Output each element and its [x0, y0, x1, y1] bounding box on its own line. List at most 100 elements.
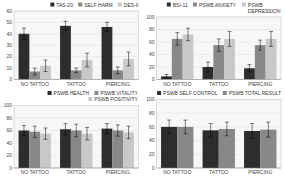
legend-label-line: DES-II: [124, 2, 139, 8]
error-bar: [116, 125, 120, 136]
error-bar: [44, 128, 48, 139]
legend-label-line: DEPRESSION: [248, 8, 281, 14]
bars: [161, 120, 276, 168]
y-tick-label: 60: [6, 8, 12, 14]
grid-line: [14, 11, 139, 12]
error-bar: [175, 33, 179, 46]
legend-label-line: PSWB TOTAL RESULT: [229, 90, 281, 96]
x-tick-label: TATTOO: [209, 169, 229, 175]
error-bar: [225, 122, 229, 136]
legend-swatch: [167, 3, 171, 7]
legend-swatch: [193, 3, 197, 7]
error-bar: [167, 120, 171, 134]
x-tick-label: TATTOO: [67, 81, 87, 87]
plot-area: [14, 106, 139, 169]
grid-line: [14, 45, 139, 46]
y-tick-label: 10: [6, 65, 12, 71]
error-bar: [269, 31, 273, 46]
legend-item: PSWB ANXIETY: [193, 2, 237, 8]
y-tick-label: 60: [149, 124, 155, 130]
bars: [19, 124, 134, 168]
x-tick-label: TATTOO: [209, 81, 229, 87]
bar: [183, 35, 194, 80]
x-tick-label: NO TATTOO: [163, 81, 191, 87]
legend-item: SELF HARM: [78, 2, 113, 8]
error-bar: [44, 60, 48, 71]
y-tick-label: 40: [6, 140, 12, 146]
error-bar: [74, 124, 78, 137]
y-tick-label: 60: [149, 39, 155, 45]
error-bar: [217, 39, 221, 52]
legend-label: PSWB SELF CONTROL: [163, 90, 218, 96]
y-tick-label: 0: [152, 165, 155, 171]
error-bar: [85, 127, 89, 140]
error-bar: [22, 28, 26, 39]
y-tick-label: 50: [6, 19, 12, 25]
y-tick-label: 20: [149, 64, 155, 70]
x-tick-label: NO TATTOO: [21, 81, 49, 87]
legend-label: TAS-20: [56, 2, 73, 8]
bar: [19, 34, 30, 80]
grid-line: [157, 113, 282, 114]
legend-swatch: [118, 3, 122, 7]
legend-item: PSWB HEALTH: [48, 90, 90, 96]
grid-line: [14, 33, 139, 34]
legend-label: PSWB TOTAL RESULT: [229, 90, 281, 96]
legend-swatch: [78, 3, 82, 7]
y-tick-label: 80: [149, 110, 155, 116]
bar: [19, 131, 30, 169]
x-tick-label: PIERCING: [106, 81, 130, 87]
error-bar: [74, 68, 78, 73]
y-tick-label: 40: [149, 51, 155, 57]
error-bar: [209, 123, 213, 137]
legend-label-line: PSWB HEALTH: [54, 90, 90, 96]
error-bar: [250, 123, 254, 138]
panel: BSI-11PSWB ANXIETYPSWBDEPRESSION02040608…: [146, 2, 281, 87]
y-tick-label: 80: [6, 115, 12, 121]
error-bar: [85, 53, 89, 67]
error-bar: [116, 67, 120, 74]
bar: [60, 26, 71, 80]
legend-item: PSWB SELF CONTROL: [157, 90, 218, 96]
plot-area: [157, 17, 282, 80]
bar: [102, 27, 113, 80]
legend: TAS-20 SELF HARM DES-II: [50, 2, 138, 8]
legend: PSWB SELF CONTROL PSWB TOTAL RESULT: [157, 90, 281, 96]
panel: PSWB HEALTHPSWB VITALITYPSWB POSITIVITY0…: [4, 90, 139, 175]
x-tick-label: NO TATTOO: [163, 169, 191, 175]
error-bar: [105, 124, 109, 134]
grid-line: [14, 22, 139, 23]
y-tick-label: 100: [4, 102, 13, 108]
legend-swatch: [48, 91, 52, 95]
legend-swatch: [94, 91, 98, 95]
legend-swatch: [157, 91, 161, 95]
legend-label-line: PSWB POSITIVITY: [94, 96, 138, 102]
legend-label-line: PSWB SELF CONTROL: [163, 90, 218, 96]
legend-swatch: [50, 3, 54, 7]
y-tick-label: 30: [6, 42, 12, 48]
legend-item: TAS-20: [50, 2, 73, 8]
x-tick-label: PIERCING: [248, 169, 272, 175]
plot-area: [14, 11, 139, 80]
y-tick-label: 20: [149, 151, 155, 157]
panel: TAS-20SELF HARMDES-II0102030405060NO TAT…: [6, 2, 138, 87]
y-tick-label: 20: [6, 53, 12, 59]
legend-label: PSWB HEALTH: [54, 90, 90, 96]
legend-label: PSWB POSITIVITY: [94, 96, 138, 102]
legend-label: PSWBDEPRESSION: [248, 2, 281, 14]
legend-label: PSWB ANXIETY: [199, 2, 237, 8]
y-tick-label: 40: [149, 137, 155, 143]
error-bar: [186, 28, 190, 41]
legend-label-line: SELF HARM: [84, 2, 113, 8]
grid-line: [157, 99, 282, 100]
x-tick-label: TATTOO: [67, 169, 87, 175]
y-tick-label: 60: [6, 127, 12, 133]
error-bar: [105, 22, 109, 31]
legend-item: DES-II: [118, 2, 139, 8]
plot-area: [157, 100, 282, 169]
error-bar: [164, 75, 168, 79]
chart: TAS-20 SELF HARM DES-II 0 10 20 30 40 50 60 NO TAT…: [0, 0, 285, 177]
x-tick-label: PIERCING: [248, 81, 272, 87]
y-tick-label: 0: [9, 76, 12, 82]
error-bar: [127, 52, 131, 66]
